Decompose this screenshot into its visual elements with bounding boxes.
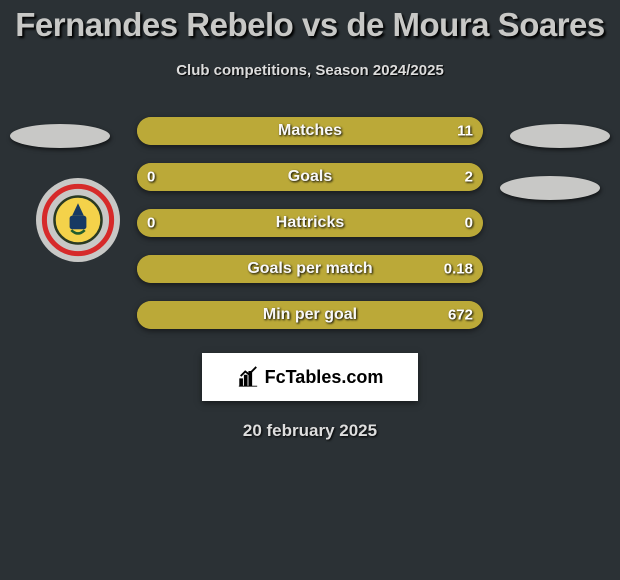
stat-value-right: 11 [457, 123, 473, 140]
stat-row: Hattricks 0 0 [137, 209, 483, 237]
chart-icon [237, 366, 259, 388]
date-label: 20 february 2025 [0, 421, 620, 441]
stat-row: Min per goal 672 [137, 301, 483, 329]
logo-text: FcTables.com [265, 367, 384, 388]
stat-label: Hattricks [276, 214, 344, 232]
stat-value-left: 0 [147, 215, 155, 232]
club-crest-icon [36, 178, 120, 262]
stats-panel: Matches 11 Goals 0 2 Hattricks 0 0 Goals per mat… [137, 117, 483, 329]
stat-row: Goals 0 2 [137, 163, 483, 191]
stat-value-right: 0.18 [444, 261, 473, 278]
player-left-marker [10, 124, 110, 148]
player-right-marker-2 [500, 176, 600, 200]
player-right-marker-1 [510, 124, 610, 148]
stat-value-right: 2 [465, 169, 473, 186]
stat-label: Goals [288, 168, 332, 186]
stat-label: Min per goal [263, 306, 357, 324]
stat-value-right: 0 [465, 215, 473, 232]
stat-value-left: 0 [147, 169, 155, 186]
stat-value-right: 672 [448, 307, 473, 324]
stat-row: Goals per match 0.18 [137, 255, 483, 283]
fctables-logo: FcTables.com [202, 353, 418, 401]
subtitle: Club competitions, Season 2024/2025 [0, 62, 620, 79]
stat-label: Goals per match [247, 260, 372, 278]
stat-label: Matches [278, 122, 342, 140]
stat-row: Matches 11 [137, 117, 483, 145]
page-title: Fernandes Rebelo vs de Moura Soares [0, 0, 620, 44]
